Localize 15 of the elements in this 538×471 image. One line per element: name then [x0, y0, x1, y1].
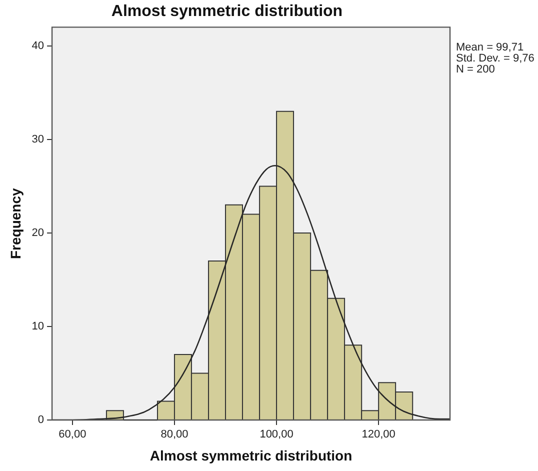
x-tick-label: 120,00 [362, 428, 396, 441]
x-axis-title: Almost symmetric distribution [150, 447, 352, 464]
text: Mean = 99,71 [456, 42, 524, 54]
x-tick-label: 80,00 [160, 428, 188, 441]
chart-title: Almost symmetric distribution [111, 3, 343, 20]
x-tick-label: 60,00 [58, 428, 86, 441]
y-tick-label: 10 [32, 320, 44, 333]
y-tick-label: 20 [32, 226, 44, 239]
x-tick-label: 100,00 [260, 428, 294, 441]
y-tick-label: 30 [32, 133, 44, 146]
y-tick-label: 0 [38, 414, 44, 426]
text: N = 200 [456, 64, 495, 76]
text: Std. Dev. = 9,76 [456, 52, 534, 65]
y-tick-label: 40 [32, 40, 44, 52]
y-axis-title: Frequency [7, 188, 24, 260]
